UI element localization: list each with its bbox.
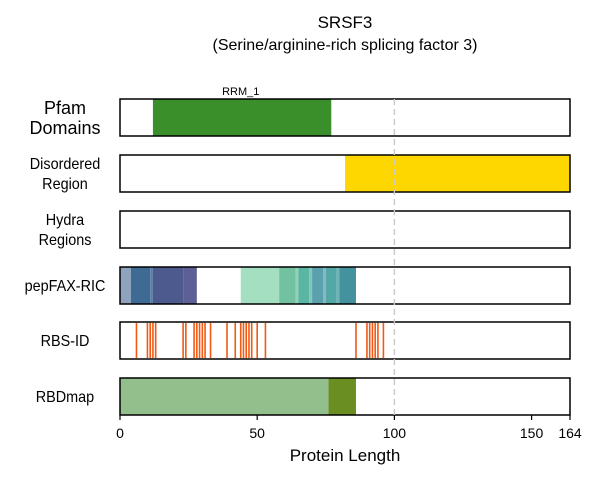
track-row: pepFAX-RIC xyxy=(25,266,571,305)
track-label: pepFAX-RIC xyxy=(25,277,106,295)
x-axis: 0 50 100 150 164 xyxy=(116,415,582,441)
track-row: Pfam Domains RRM_1 xyxy=(29,86,571,138)
track-segment xyxy=(152,99,332,136)
track-frame xyxy=(119,377,571,416)
track-label-line: Disordered xyxy=(30,155,100,173)
domain-annotation: RRM_1 xyxy=(222,86,259,98)
track-segment xyxy=(336,267,340,304)
x-axis-label: Protein Length xyxy=(290,446,401,465)
track-segment xyxy=(183,267,197,304)
x-tick-label: 50 xyxy=(249,425,265,441)
track-segment xyxy=(309,267,313,304)
track-segment xyxy=(323,267,326,304)
track-label: RBS-ID xyxy=(41,332,90,350)
track-label-line: Hydra xyxy=(46,211,85,229)
track-frame xyxy=(119,321,571,360)
track-segment xyxy=(240,267,280,304)
track-segment xyxy=(298,267,310,304)
track-segment xyxy=(120,267,131,304)
chart-title: SRSF3 xyxy=(318,13,373,32)
track-segment xyxy=(339,267,356,304)
x-tick-label: 0 xyxy=(116,425,124,441)
track-label-line: pepFAX-RIC xyxy=(25,277,106,295)
track-label-line: RBS-ID xyxy=(41,332,90,350)
track-frame xyxy=(119,266,571,305)
track-segment xyxy=(152,267,184,304)
track-label: Pfam Domains xyxy=(29,98,100,138)
track-label-line: RBDmap xyxy=(36,388,94,406)
tracks-group: Pfam Domains RRM_1 Disordered Region Hydra Reg… xyxy=(25,86,571,416)
track-frame xyxy=(119,98,571,137)
track-label-line: Region xyxy=(42,175,88,193)
track-segment xyxy=(150,267,153,304)
track-segment xyxy=(345,155,570,192)
track-segment xyxy=(279,267,296,304)
x-tick-label: 100 xyxy=(383,425,407,441)
track-label-line: Pfam xyxy=(44,98,86,118)
track-row: RBS-ID xyxy=(41,321,571,360)
track-segment xyxy=(325,267,337,304)
track-segment xyxy=(295,267,299,304)
track-segment xyxy=(312,267,324,304)
track-segment xyxy=(130,267,151,304)
track-label-line: Regions xyxy=(39,231,92,249)
track-label: Disordered Region xyxy=(30,155,100,193)
track-segment xyxy=(328,378,356,415)
track-label: RBDmap xyxy=(36,388,94,406)
track-row: Hydra Regions xyxy=(39,210,571,249)
track-frame xyxy=(119,154,571,193)
chart-subtitle: (Serine/arginine-rich splicing factor 3) xyxy=(213,37,478,54)
track-label: Hydra Regions xyxy=(39,211,92,249)
track-row: RBDmap xyxy=(36,377,571,416)
track-frame xyxy=(119,210,571,249)
x-tick-label: 164 xyxy=(558,425,582,441)
track-row: Disordered Region xyxy=(30,154,571,193)
x-tick-label: 150 xyxy=(520,425,544,441)
track-label-line: Domains xyxy=(29,118,100,138)
track-segment xyxy=(120,378,329,415)
